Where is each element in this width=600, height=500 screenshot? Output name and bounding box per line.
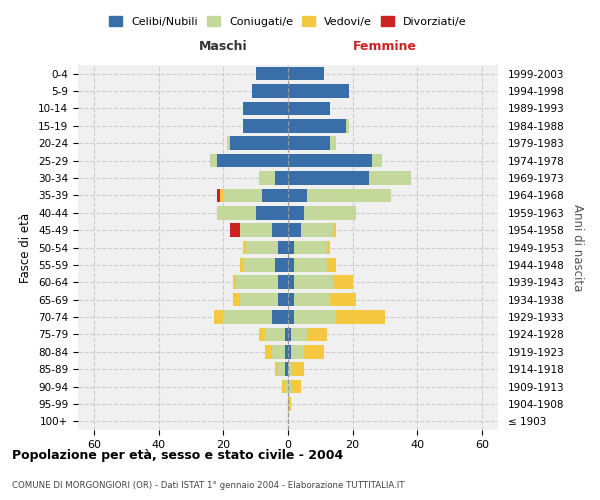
Bar: [253, 84, 288, 98]
Bar: [285, 362, 288, 376]
Bar: [304, 206, 356, 220]
Bar: [288, 102, 330, 115]
Bar: [259, 328, 265, 341]
Bar: [275, 171, 288, 185]
Legend: Celibi/Nubili, Coniugati/e, Vedovi/e, Divorziati/e: Celibi/Nubili, Coniugati/e, Vedovi/e, Di…: [109, 16, 467, 26]
Bar: [285, 380, 288, 394]
Bar: [239, 258, 243, 272]
Bar: [217, 154, 288, 168]
Bar: [230, 224, 239, 237]
Bar: [333, 276, 353, 289]
Bar: [243, 240, 246, 254]
Bar: [307, 328, 327, 341]
Bar: [239, 224, 272, 237]
Bar: [214, 310, 223, 324]
Bar: [233, 276, 236, 289]
Bar: [288, 154, 372, 168]
Bar: [288, 224, 301, 237]
Bar: [330, 293, 356, 306]
Bar: [220, 188, 223, 202]
Bar: [295, 310, 337, 324]
Bar: [288, 206, 304, 220]
Bar: [272, 310, 288, 324]
Bar: [291, 345, 304, 358]
Bar: [278, 362, 285, 376]
Bar: [281, 380, 285, 394]
Bar: [301, 224, 333, 237]
Bar: [295, 240, 327, 254]
Bar: [295, 258, 327, 272]
Bar: [295, 293, 330, 306]
Bar: [330, 136, 337, 150]
Bar: [262, 188, 288, 202]
Bar: [291, 362, 304, 376]
Text: Maschi: Maschi: [199, 40, 248, 53]
Bar: [346, 119, 349, 132]
Bar: [288, 345, 291, 358]
Bar: [288, 362, 291, 376]
Bar: [291, 380, 301, 394]
Y-axis label: Fasce di età: Fasce di età: [19, 212, 32, 282]
Bar: [246, 240, 278, 254]
Bar: [333, 224, 337, 237]
Bar: [243, 119, 288, 132]
Bar: [288, 119, 346, 132]
Bar: [327, 258, 337, 272]
Bar: [217, 188, 220, 202]
Bar: [275, 258, 288, 272]
Bar: [275, 362, 278, 376]
Bar: [327, 240, 330, 254]
Bar: [233, 293, 239, 306]
Bar: [288, 276, 295, 289]
Bar: [265, 345, 272, 358]
Bar: [217, 206, 256, 220]
Text: COMUNE DI MORGONGIORI (OR) - Dati ISTAT 1° gennaio 2004 - Elaborazione TUTTITALI: COMUNE DI MORGONGIORI (OR) - Dati ISTAT …: [12, 481, 404, 490]
Bar: [278, 240, 288, 254]
Bar: [337, 310, 385, 324]
Bar: [291, 328, 307, 341]
Bar: [211, 154, 217, 168]
Bar: [230, 136, 288, 150]
Bar: [278, 276, 288, 289]
Bar: [288, 240, 295, 254]
Bar: [243, 102, 288, 115]
Bar: [259, 171, 275, 185]
Bar: [288, 310, 295, 324]
Bar: [243, 258, 275, 272]
Bar: [307, 188, 391, 202]
Text: Popolazione per età, sesso e stato civile - 2004: Popolazione per età, sesso e stato civil…: [12, 450, 343, 462]
Text: Femmine: Femmine: [353, 40, 417, 53]
Y-axis label: Anni di nascita: Anni di nascita: [571, 204, 584, 291]
Bar: [239, 293, 278, 306]
Bar: [278, 293, 288, 306]
Bar: [256, 67, 288, 80]
Bar: [288, 397, 291, 410]
Bar: [304, 345, 323, 358]
Bar: [372, 154, 382, 168]
Bar: [288, 136, 330, 150]
Bar: [288, 258, 295, 272]
Bar: [256, 206, 288, 220]
Bar: [285, 328, 288, 341]
Bar: [223, 310, 272, 324]
Bar: [295, 276, 333, 289]
Bar: [288, 84, 349, 98]
Bar: [288, 171, 369, 185]
Bar: [272, 224, 288, 237]
Bar: [272, 345, 285, 358]
Bar: [288, 380, 291, 394]
Bar: [223, 188, 262, 202]
Bar: [288, 293, 295, 306]
Bar: [288, 67, 323, 80]
Bar: [265, 328, 285, 341]
Bar: [227, 136, 230, 150]
Bar: [236, 276, 278, 289]
Bar: [288, 328, 291, 341]
Bar: [369, 171, 411, 185]
Bar: [288, 188, 307, 202]
Bar: [285, 345, 288, 358]
